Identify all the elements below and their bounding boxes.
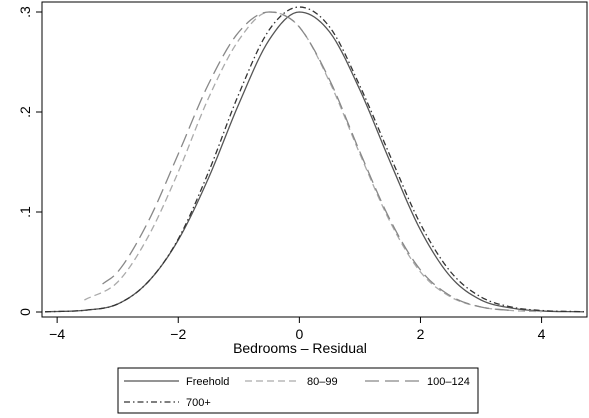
series-layer [45,6,584,313]
x-tick-label: 4 [538,326,546,342]
y-axis: 0 .1 .2 .3 [17,6,42,316]
y-tick-label: 0 [17,308,33,316]
legend-entries: Freehold 80–99 100–124 700+ [124,376,470,409]
x-tick-label: −2 [170,326,186,342]
legend-label-2: 100–124 [427,376,470,388]
x-tick-label: 2 [417,326,425,342]
legend: Freehold 80–99 100–124 700+ [117,367,479,414]
legend-label-0: Freehold [186,376,229,388]
y-tick-label: .1 [17,206,33,218]
y-tick-label: .3 [17,6,33,18]
series-line-2 [102,11,512,312]
legend-label-1: 80–99 [307,376,338,388]
legend-label-3: 700+ [186,397,211,409]
legend-box [117,367,479,414]
series-line-3 [45,6,584,313]
y-tick-label: .2 [17,106,33,118]
x-axis: −4 −2 0 2 4 [49,317,546,342]
x-tick-label: 0 [295,326,303,342]
x-axis-title: Bedrooms – Residual [233,340,367,356]
x-tick-label: −4 [49,326,65,342]
plot-frame [41,1,588,318]
